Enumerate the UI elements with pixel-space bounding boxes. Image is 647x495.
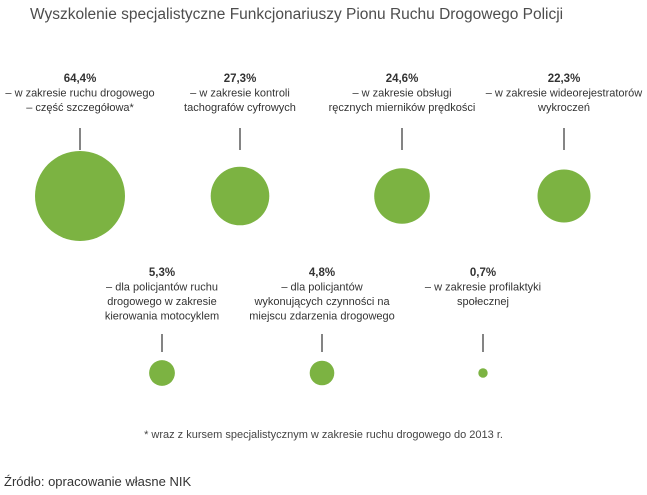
category-label-line: ręcznych mierników prędkości: [329, 102, 476, 114]
category-label-line: wykonujących czynności na: [253, 296, 390, 308]
chart-title: Wyszkolenie specjalistyczne Funkcjonariu…: [30, 6, 564, 23]
value-label: 24,6%: [386, 73, 419, 85]
category-label-line: kierowania motocyklem: [105, 311, 219, 323]
category-label-line: – w zakresie kontroli: [190, 88, 290, 100]
bubble: [537, 169, 591, 223]
bubble-group: 0,7% – w zakresie profilaktyki społecznej: [425, 267, 541, 378]
category-label-line: miejscu zdarzenia drogowego: [249, 311, 395, 323]
bubble-group: 64,4% – w zakresie ruchu drogowego – część…: [5, 73, 155, 241]
category-label-line: – część szczegółowa*: [26, 102, 134, 114]
source-note: Źródło: opracowanie własne NIK: [4, 474, 192, 489]
category-label-line: drogowego w zakresie: [107, 296, 216, 308]
category-label-line: – w zakresie wideorejestratorów: [486, 88, 643, 100]
bubble-group: 27,3% – w zakresie kontroli tachografów cy…: [184, 73, 296, 226]
category-label-line: – w zakresie ruchu drogowego: [5, 88, 154, 100]
bubble: [374, 168, 430, 224]
bubble-group: 4,8% – dla policjantów wykonujących czynno…: [249, 267, 395, 386]
category-label-line: tachografów cyfrowych: [184, 102, 296, 114]
value-label: 27,3%: [224, 73, 257, 85]
category-label-line: wykroczeń: [537, 102, 590, 114]
category-label-line: – w zakresie obsługi: [352, 88, 451, 100]
category-label-line: społecznej: [457, 296, 509, 308]
bubble-group: 24,6% – w zakresie obsługi ręcznych mierni…: [329, 73, 476, 224]
bubble: [309, 360, 335, 386]
bubble: [35, 151, 125, 241]
value-label: 5,3%: [149, 267, 175, 279]
bubble-group: 22,3% – w zakresie wideorejestratorów wykr…: [486, 73, 643, 223]
value-label: 4,8%: [309, 267, 335, 279]
footnote: * wraz z kursem specjalistycznym w zakre…: [144, 429, 503, 441]
category-label-line: – w zakresie profilaktyki: [425, 282, 541, 294]
bubble: [210, 166, 270, 226]
value-label: 0,7%: [470, 267, 496, 279]
bubble: [149, 360, 175, 386]
category-label-line: – dla policjantów: [281, 282, 362, 294]
bubble: [478, 368, 488, 378]
value-label: 64,4%: [64, 73, 97, 85]
bubble-group: 5,3% – dla policjantów ruchu drogowego w z…: [105, 267, 219, 386]
value-label: 22,3%: [548, 73, 581, 85]
category-label-line: – dla policjantów ruchu: [106, 282, 218, 294]
